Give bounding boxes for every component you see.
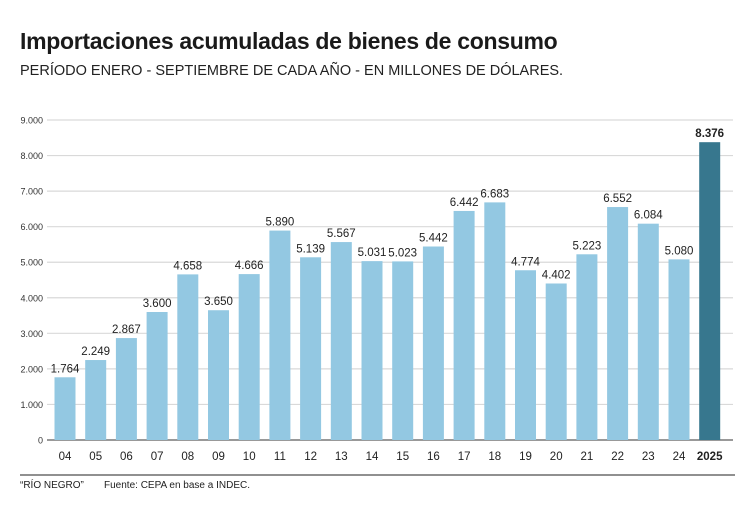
value-label: 2.249 xyxy=(81,346,110,358)
x-tick-label: 09 xyxy=(212,451,225,463)
bar xyxy=(637,223,659,440)
y-tick-label: 7.000 xyxy=(20,187,43,197)
y-tick-label: 2.000 xyxy=(20,364,43,374)
value-label: 5.080 xyxy=(665,245,694,257)
x-tick-label: 23 xyxy=(642,451,655,463)
x-tick-label: 12 xyxy=(304,451,317,463)
y-tick-label: 1.000 xyxy=(20,400,43,410)
x-tick-label: 15 xyxy=(396,451,409,463)
x-tick-label: 10 xyxy=(243,451,256,463)
value-label: 6.442 xyxy=(450,197,479,209)
y-tick-label: 6.000 xyxy=(20,222,43,232)
x-tick-label: 11 xyxy=(274,451,286,463)
x-tick-label: 16 xyxy=(427,451,440,463)
x-tick-label: 06 xyxy=(120,451,133,463)
value-label: 4.402 xyxy=(542,269,571,281)
y-tick-label: 0 xyxy=(38,436,43,446)
bar xyxy=(177,274,199,440)
bar xyxy=(668,259,690,440)
bar xyxy=(238,274,260,440)
x-tick-label: 21 xyxy=(581,451,594,463)
bar xyxy=(699,142,721,441)
value-label: 8.376 xyxy=(695,128,724,140)
bar xyxy=(392,261,414,440)
x-tick-label: 24 xyxy=(673,451,686,463)
bar xyxy=(54,377,76,440)
x-tick-label: 20 xyxy=(550,451,563,463)
bar xyxy=(300,257,322,440)
y-tick-label: 3.000 xyxy=(20,329,43,339)
bar xyxy=(484,202,506,440)
credit-label: “RÍO NEGRO” xyxy=(20,480,84,491)
y-tick-label: 8.000 xyxy=(20,151,43,161)
bar xyxy=(330,242,352,440)
value-label: 4.774 xyxy=(511,256,540,268)
x-tick-label: 07 xyxy=(151,451,164,463)
x-tick-label: 14 xyxy=(366,451,379,463)
value-label: 5.223 xyxy=(573,240,602,252)
x-tick-label: 05 xyxy=(89,451,102,463)
x-tick-label: 13 xyxy=(335,451,348,463)
value-label: 5.567 xyxy=(327,228,356,240)
bar xyxy=(607,207,629,440)
bar xyxy=(269,230,291,440)
value-label: 5.442 xyxy=(419,233,448,245)
value-label: 5.031 xyxy=(358,247,387,259)
chart-subtitle: PERÍODO ENERO - SEPTIEMBRE DE CADA AÑO -… xyxy=(20,63,564,79)
value-label: 3.650 xyxy=(204,296,233,308)
value-label: 6.683 xyxy=(480,188,509,200)
bar xyxy=(85,360,107,440)
bar xyxy=(515,270,536,440)
x-tick-label: 19 xyxy=(519,451,532,463)
y-tick-label: 9.000 xyxy=(20,116,43,126)
bar xyxy=(208,310,229,440)
bar xyxy=(361,261,383,440)
y-tick-label: 5.000 xyxy=(20,258,43,268)
value-label: 4.658 xyxy=(173,260,202,272)
bar xyxy=(453,210,475,440)
bar xyxy=(576,254,598,440)
x-tick-label: 08 xyxy=(181,451,194,463)
value-label: 3.600 xyxy=(143,298,172,310)
bar xyxy=(545,283,567,440)
value-label: 6.552 xyxy=(603,193,632,205)
value-label: 4.666 xyxy=(235,260,264,272)
value-label: 5.139 xyxy=(296,243,325,255)
value-label: 6.084 xyxy=(634,210,663,222)
value-label: 2.867 xyxy=(112,324,141,336)
chart-title: Importaciones acumuladas de bienes de co… xyxy=(20,28,558,54)
x-tick-label: 18 xyxy=(488,451,501,463)
value-label: 1.764 xyxy=(51,363,80,375)
bar xyxy=(422,246,444,440)
bar xyxy=(115,338,137,440)
x-tick-label: 04 xyxy=(59,451,72,463)
value-label: 5.890 xyxy=(266,217,295,229)
y-tick-label: 4.000 xyxy=(20,293,43,303)
x-tick-label: 17 xyxy=(458,451,471,463)
value-label: 5.023 xyxy=(388,247,417,259)
source-label: Fuente: CEPA en base a INDEC. xyxy=(104,480,251,491)
x-tick-label: 2025 xyxy=(697,451,723,463)
bar xyxy=(146,312,168,440)
x-tick-label: 22 xyxy=(611,451,624,463)
